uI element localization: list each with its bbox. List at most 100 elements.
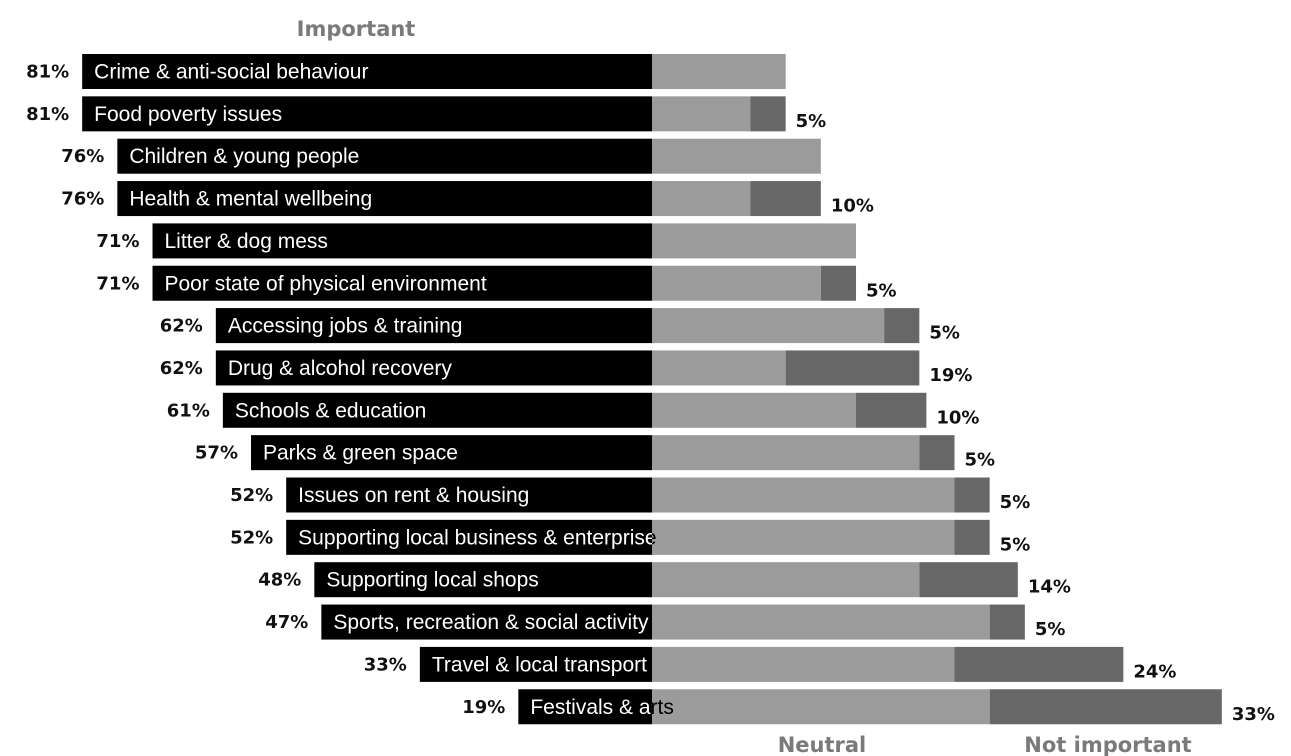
- important-percent-label: 19%: [462, 697, 505, 718]
- bar-row: 76%Health & mental wellbeingHealth & men…: [61, 181, 874, 217]
- bar-important: [222, 392, 653, 428]
- bar-important: [82, 96, 653, 132]
- bar-row: 52%Issues on rent & housingIssues on ren…: [230, 477, 1031, 513]
- bar-row: 52% Supporting local business & enterpris…: [230, 519, 1031, 555]
- bar-not-important: [856, 392, 927, 428]
- important-percent-label: 61%: [167, 400, 210, 421]
- bar-not-important: [884, 308, 920, 344]
- header-not-important: Not important: [1024, 733, 1191, 756]
- category-label: Parks & green space: [263, 442, 458, 465]
- not-important-percent-label: 5%: [796, 111, 827, 132]
- bar-neutral: [652, 223, 857, 259]
- bar-neutral: [652, 562, 920, 598]
- important-percent-label: 71%: [96, 231, 139, 252]
- not-important-percent-label: 5%: [1035, 619, 1066, 640]
- important-percent-label: 52%: [230, 485, 273, 506]
- important-percent-label: 76%: [61, 189, 104, 210]
- category-label: Sports, recreation & social activity: [333, 611, 649, 634]
- bar-not-important: [919, 562, 1018, 598]
- bar-important: [215, 350, 652, 386]
- category-label: Supporting local business & enterprise: [298, 526, 656, 549]
- header-important: Important: [297, 17, 416, 41]
- bar-neutral: [652, 646, 955, 682]
- bar-neutral: [652, 350, 786, 386]
- bar-not-important: [750, 181, 821, 217]
- category-label: Schools & education: [235, 399, 426, 422]
- category-label-overflow: Supporting local business & enterprise: [298, 526, 656, 549]
- bar-not-important: [750, 96, 786, 132]
- category-label: Drug & alcohol recovery: [228, 357, 453, 380]
- bar-not-important: [989, 689, 1222, 725]
- important-percent-label: 62%: [160, 358, 203, 379]
- bar-important: [152, 223, 652, 259]
- not-important-percent-label: 5%: [965, 450, 996, 471]
- bar-not-important: [989, 604, 1025, 640]
- category-label-overflow: Festivals & arts: [530, 696, 674, 719]
- bar-row: 81%Crime & anti-social behaviourCrime & …: [26, 54, 786, 89]
- bar-not-important: [954, 519, 990, 555]
- bar-neutral: [652, 308, 885, 344]
- important-percent-label: 47%: [265, 612, 308, 633]
- category-label: Crime & anti-social behaviour: [94, 61, 368, 84]
- bar-row: 48%Supporting local shopsSupporting loca…: [258, 562, 1071, 598]
- important-percent-label: 62%: [160, 316, 203, 337]
- bar-row: 62%Accessing jobs & trainingAccessing jo…: [160, 308, 960, 344]
- bar-important: [117, 181, 653, 217]
- bar-not-important: [820, 265, 857, 301]
- bar-row: 62%Drug & alcohol recoveryDrug & alcohol…: [160, 350, 972, 386]
- not-important-percent-label: 5%: [1000, 492, 1031, 513]
- important-percent-label: 76%: [61, 146, 104, 167]
- bar-row: 33%Travel & local transportTravel & loca…: [364, 646, 1176, 682]
- bar-important: [321, 604, 652, 640]
- category-label: Accessing jobs & training: [228, 315, 463, 338]
- important-percent-label: 81%: [26, 62, 69, 83]
- bar-neutral: [652, 265, 821, 301]
- important-percent-label: 48%: [258, 570, 301, 591]
- bar-important: [286, 519, 652, 555]
- category-label: Travel & local transport: [432, 653, 647, 676]
- bar-important: [314, 562, 652, 598]
- category-label: Children & young people: [129, 145, 359, 168]
- bar-important: [419, 646, 652, 682]
- not-important-percent-label: 10%: [936, 407, 979, 428]
- bar-row: 71%Litter & dog messLitter & dog mess: [96, 223, 857, 259]
- not-important-percent-label: 19%: [929, 365, 972, 386]
- bar-important: [215, 308, 652, 344]
- bar-not-important: [954, 477, 990, 513]
- bar-neutral: [652, 604, 990, 640]
- not-important-percent-label: 10%: [831, 196, 874, 217]
- bar-neutral: [652, 96, 751, 132]
- not-important-percent-label: 5%: [929, 323, 960, 344]
- bar-neutral: [652, 181, 751, 217]
- category-label: Issues on rent & housing: [298, 484, 529, 507]
- important-percent-label: 52%: [230, 527, 273, 548]
- important-percent-label: 71%: [96, 273, 139, 294]
- bar-row: 76%Children & young peopleChildren & you…: [61, 138, 821, 174]
- bar-neutral: [652, 54, 786, 89]
- bar-neutral: [652, 392, 857, 428]
- not-important-percent-label: 33%: [1232, 704, 1275, 725]
- bar-row: 81%Food poverty issuesFood poverty issue…: [26, 96, 826, 132]
- bar-important: [117, 138, 653, 174]
- bar-row: 47%Sports, recreation & social activityS…: [265, 604, 1066, 640]
- bar-not-important: [954, 646, 1124, 682]
- not-important-percent-label: 14%: [1028, 577, 1071, 598]
- not-important-percent-label: 5%: [866, 280, 897, 301]
- category-label: Festivals & arts: [530, 696, 674, 719]
- bar-row: 57%Parks & green spaceParks & green spac…: [195, 435, 995, 471]
- category-label: Poor state of physical environment: [165, 272, 487, 295]
- not-important-percent-label: 24%: [1133, 661, 1176, 682]
- category-label: Litter & dog mess: [165, 230, 328, 253]
- not-important-percent-label: 5%: [1000, 534, 1031, 555]
- bar-neutral: [652, 138, 821, 174]
- header-neutral: Neutral: [778, 733, 867, 756]
- category-label: Food poverty issues: [94, 103, 282, 126]
- bar-important: [518, 689, 652, 725]
- bar-neutral: [652, 477, 955, 513]
- important-percent-label: 57%: [195, 443, 238, 464]
- bar-important: [82, 54, 653, 89]
- category-label: Health & mental wellbeing: [129, 188, 372, 211]
